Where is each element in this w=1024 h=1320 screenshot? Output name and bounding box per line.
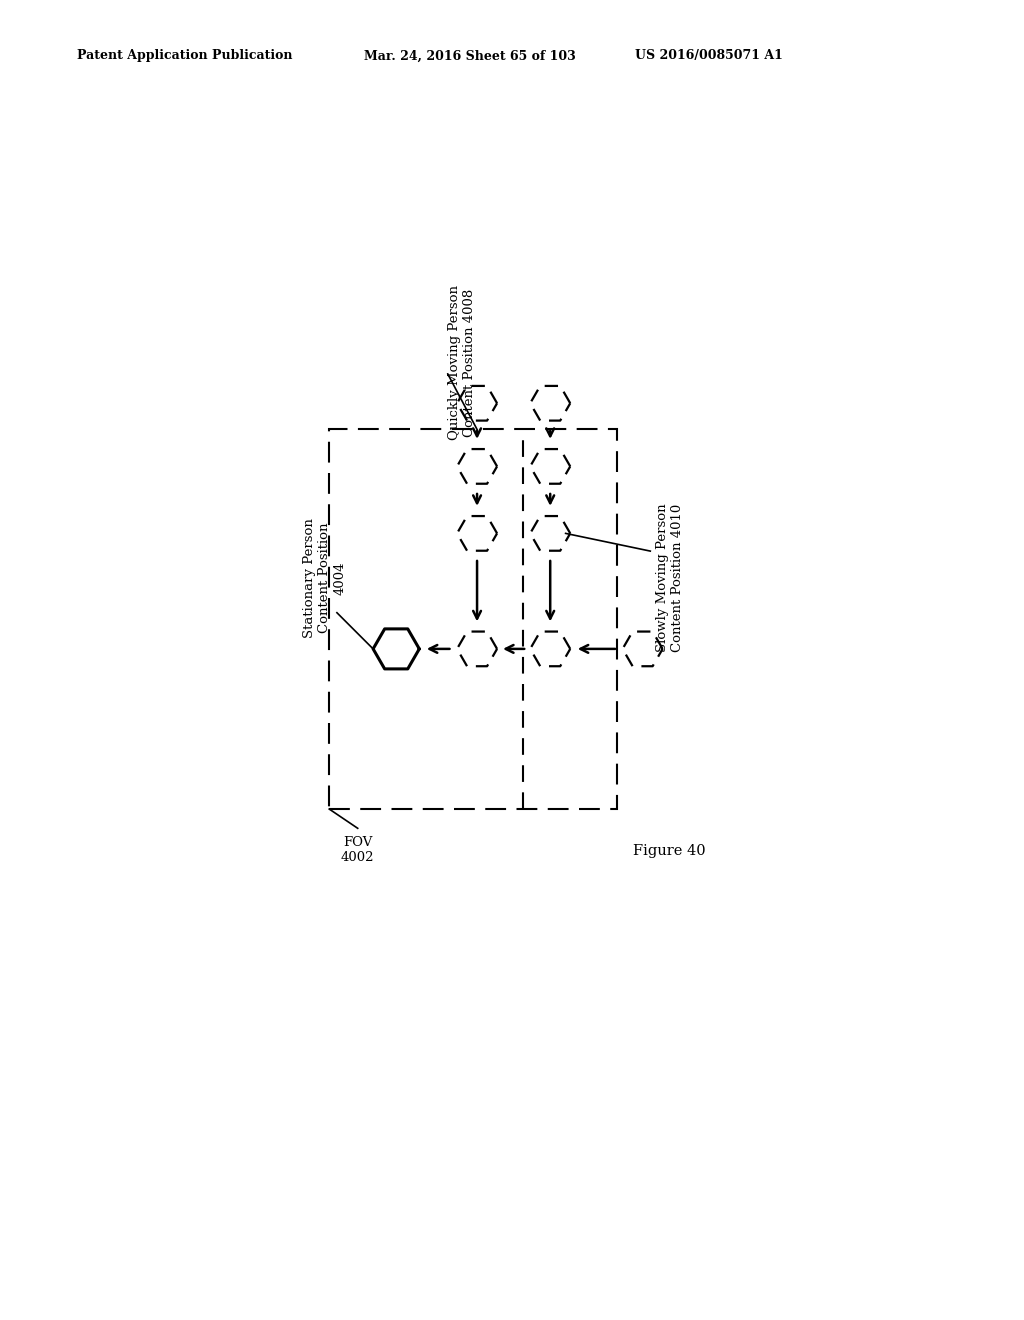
Text: Mar. 24, 2016 Sheet 65 of 103: Mar. 24, 2016 Sheet 65 of 103 (364, 49, 575, 62)
Text: Slowly Moving Person
Content Position 4010: Slowly Moving Person Content Position 40… (655, 504, 684, 652)
Text: Stationary Person
Content Position
4004: Stationary Person Content Position 4004 (303, 519, 346, 638)
Text: Quickly Moving Person
Content Position 4008: Quickly Moving Person Content Position 4… (447, 285, 476, 440)
Text: Patent Application Publication: Patent Application Publication (77, 49, 292, 62)
Text: US 2016/0085071 A1: US 2016/0085071 A1 (635, 49, 782, 62)
Text: Figure 40: Figure 40 (633, 845, 706, 858)
Text: FOV
4002: FOV 4002 (341, 836, 375, 865)
